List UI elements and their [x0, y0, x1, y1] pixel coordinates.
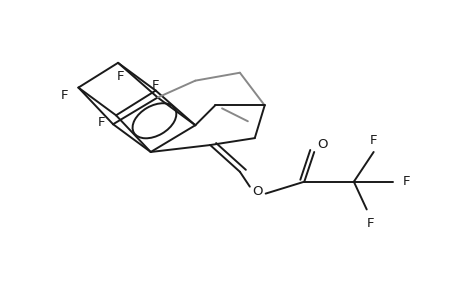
Text: F: F — [366, 217, 374, 230]
Text: O: O — [252, 185, 263, 198]
Text: F: F — [151, 79, 159, 92]
Text: F: F — [369, 134, 376, 147]
Text: O: O — [316, 138, 327, 151]
Text: F: F — [402, 175, 409, 188]
Text: F: F — [97, 116, 105, 129]
Text: F: F — [61, 89, 68, 102]
Text: F: F — [116, 70, 123, 83]
